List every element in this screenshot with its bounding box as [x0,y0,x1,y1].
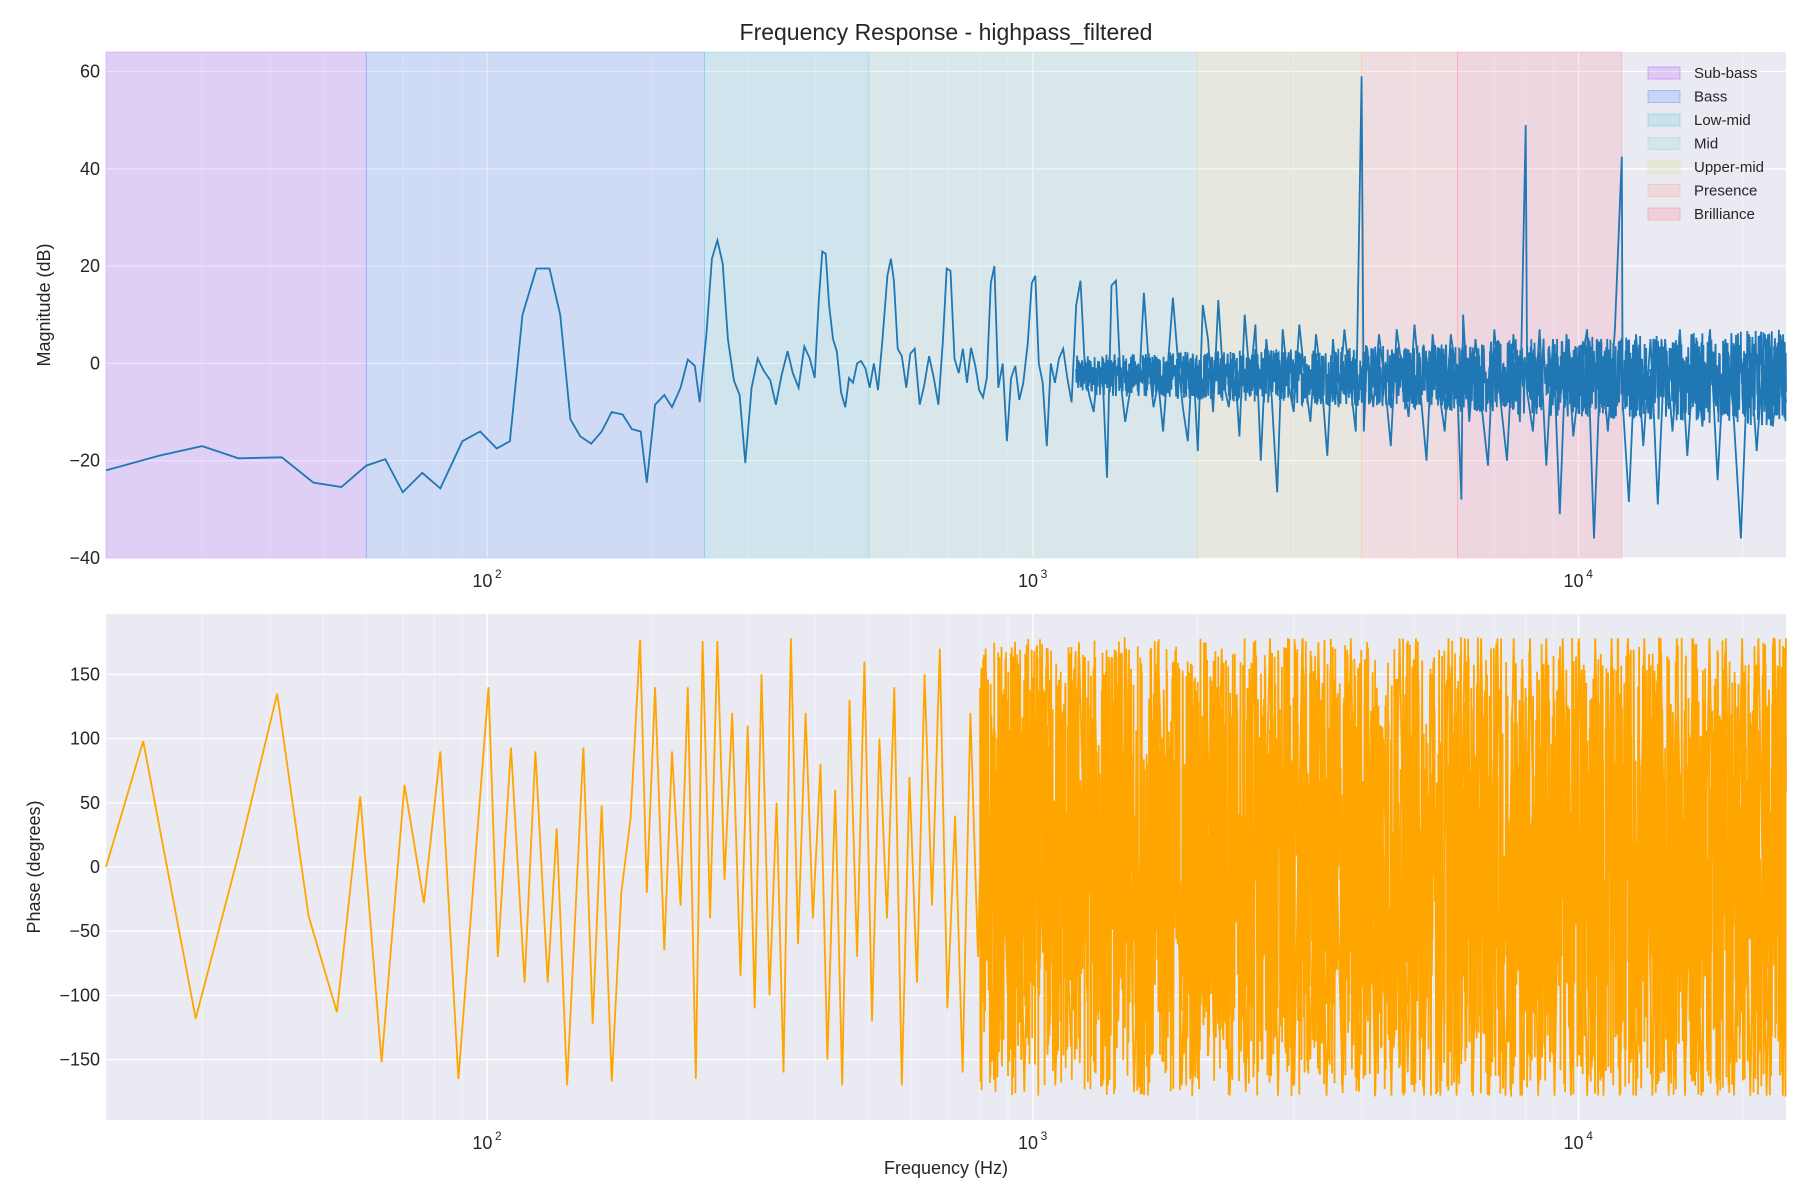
y-tick-label: 100 [70,729,100,749]
y-tick-label: 40 [80,159,100,179]
magnitude-series-line [105,76,1787,539]
x-axis-label: Frequency (Hz) [884,1158,1008,1178]
x-tick-base: 10 [1018,571,1038,591]
band-region [365,51,705,559]
x-tick-base: 10 [472,571,492,591]
y-tick-label: 0 [90,353,100,373]
y-tick-label: −20 [69,451,100,471]
phase-x-tick-labels: 10 2 10 3 10 4 [472,1129,1593,1153]
x-tick-label: 10 3 [1018,1129,1048,1153]
band-region [868,51,1198,559]
x-tick-label: 10 4 [1564,567,1594,591]
x-tick-label: 10 4 [1564,1129,1594,1153]
y-tick-label: 0 [90,857,100,877]
x-tick-exponent: 4 [1586,1129,1593,1143]
y-tick-label: −50 [69,921,100,941]
legend-swatch [1647,90,1681,103]
y-tick-label: 20 [80,256,100,276]
legend-label: Sub-bass [1694,65,1757,82]
x-tick-base: 10 [1018,1133,1038,1153]
x-tick-exponent: 4 [1586,567,1593,581]
legend-label: Brilliance [1694,206,1755,223]
y-tick-label: −100 [59,985,100,1005]
legend-swatch [1647,207,1681,221]
phase-series-line [105,637,1787,1097]
x-tick-label: 10 3 [1018,567,1048,591]
y-tick-label: 150 [70,664,100,684]
magnitude-y-tick-labels: −40 −20 0 20 40 60 [69,61,100,568]
magnitude-grid [105,52,1786,559]
band-region [1457,51,1623,559]
legend-item: Mid [1647,136,1718,153]
x-tick-exponent: 2 [495,1129,502,1143]
frequency-bands [105,51,1623,559]
legend-swatch [1647,184,1681,197]
x-tick-base: 10 [1564,1133,1584,1153]
y-tick-label: 50 [80,793,100,813]
legend-swatch [1647,66,1681,80]
x-tick-base: 10 [472,1133,492,1153]
band-legend: Sub-bass Bass Low-mid Mid Upper-mid Presence B… [1647,65,1764,223]
legend-item: Bass [1647,89,1727,106]
x-tick-exponent: 3 [1041,567,1048,581]
chart-title: Frequency Response - highpass_filtered [740,19,1153,45]
magnitude-x-tick-labels: 10 2 10 3 10 4 [472,567,1593,591]
magnitude-plot-area [106,52,1786,558]
band-region [1196,51,1362,559]
magnitude-y-axis-label: Magnitude (dB) [34,243,54,366]
legend-item: Presence [1647,183,1757,200]
phase-y-axis-label: Phase (degrees) [24,800,44,933]
legend-item: Brilliance [1647,206,1755,223]
y-tick-label: −150 [59,1050,100,1070]
band-region [1360,51,1459,559]
x-tick-exponent: 3 [1041,1129,1048,1143]
band-region [703,51,870,559]
x-tick-exponent: 2 [495,567,502,581]
legend-label: Upper-mid [1694,159,1764,176]
phase-y-tick-labels: −150 −100 −50 0 50 100 150 [59,664,100,1069]
band-region [105,51,367,559]
legend-swatch [1647,137,1681,150]
legend-label: Presence [1694,183,1757,200]
y-tick-label: −40 [69,548,100,568]
legend-swatch [1647,113,1681,127]
legend-label: Low-mid [1694,112,1751,129]
x-tick-label: 10 2 [472,567,502,591]
legend-item: Low-mid [1647,112,1751,129]
legend-swatch [1647,160,1681,174]
legend-label: Bass [1694,89,1727,106]
x-tick-label: 10 2 [472,1129,502,1153]
x-tick-base: 10 [1564,571,1584,591]
legend-item: Sub-bass [1647,65,1757,82]
y-tick-label: 60 [80,61,100,81]
legend-label: Mid [1694,136,1718,153]
legend-item: Upper-mid [1647,159,1764,176]
